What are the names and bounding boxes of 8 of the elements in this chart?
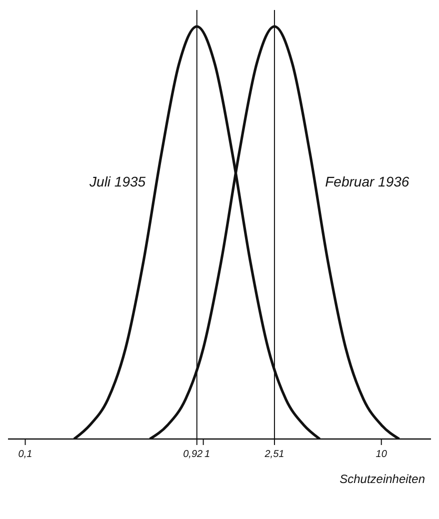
x-tick-label: 0,92	[183, 449, 204, 460]
x-axis-title: Schutzeinheiten	[340, 472, 426, 486]
series-label: Februar 1936	[325, 174, 410, 190]
x-tick-label: 0,1	[18, 449, 32, 460]
x-tick-label: 10	[376, 449, 388, 460]
series-label: Juli 1935	[88, 174, 146, 190]
x-tick-label: 1	[204, 449, 210, 460]
x-tick-label: 2,51	[264, 449, 284, 460]
